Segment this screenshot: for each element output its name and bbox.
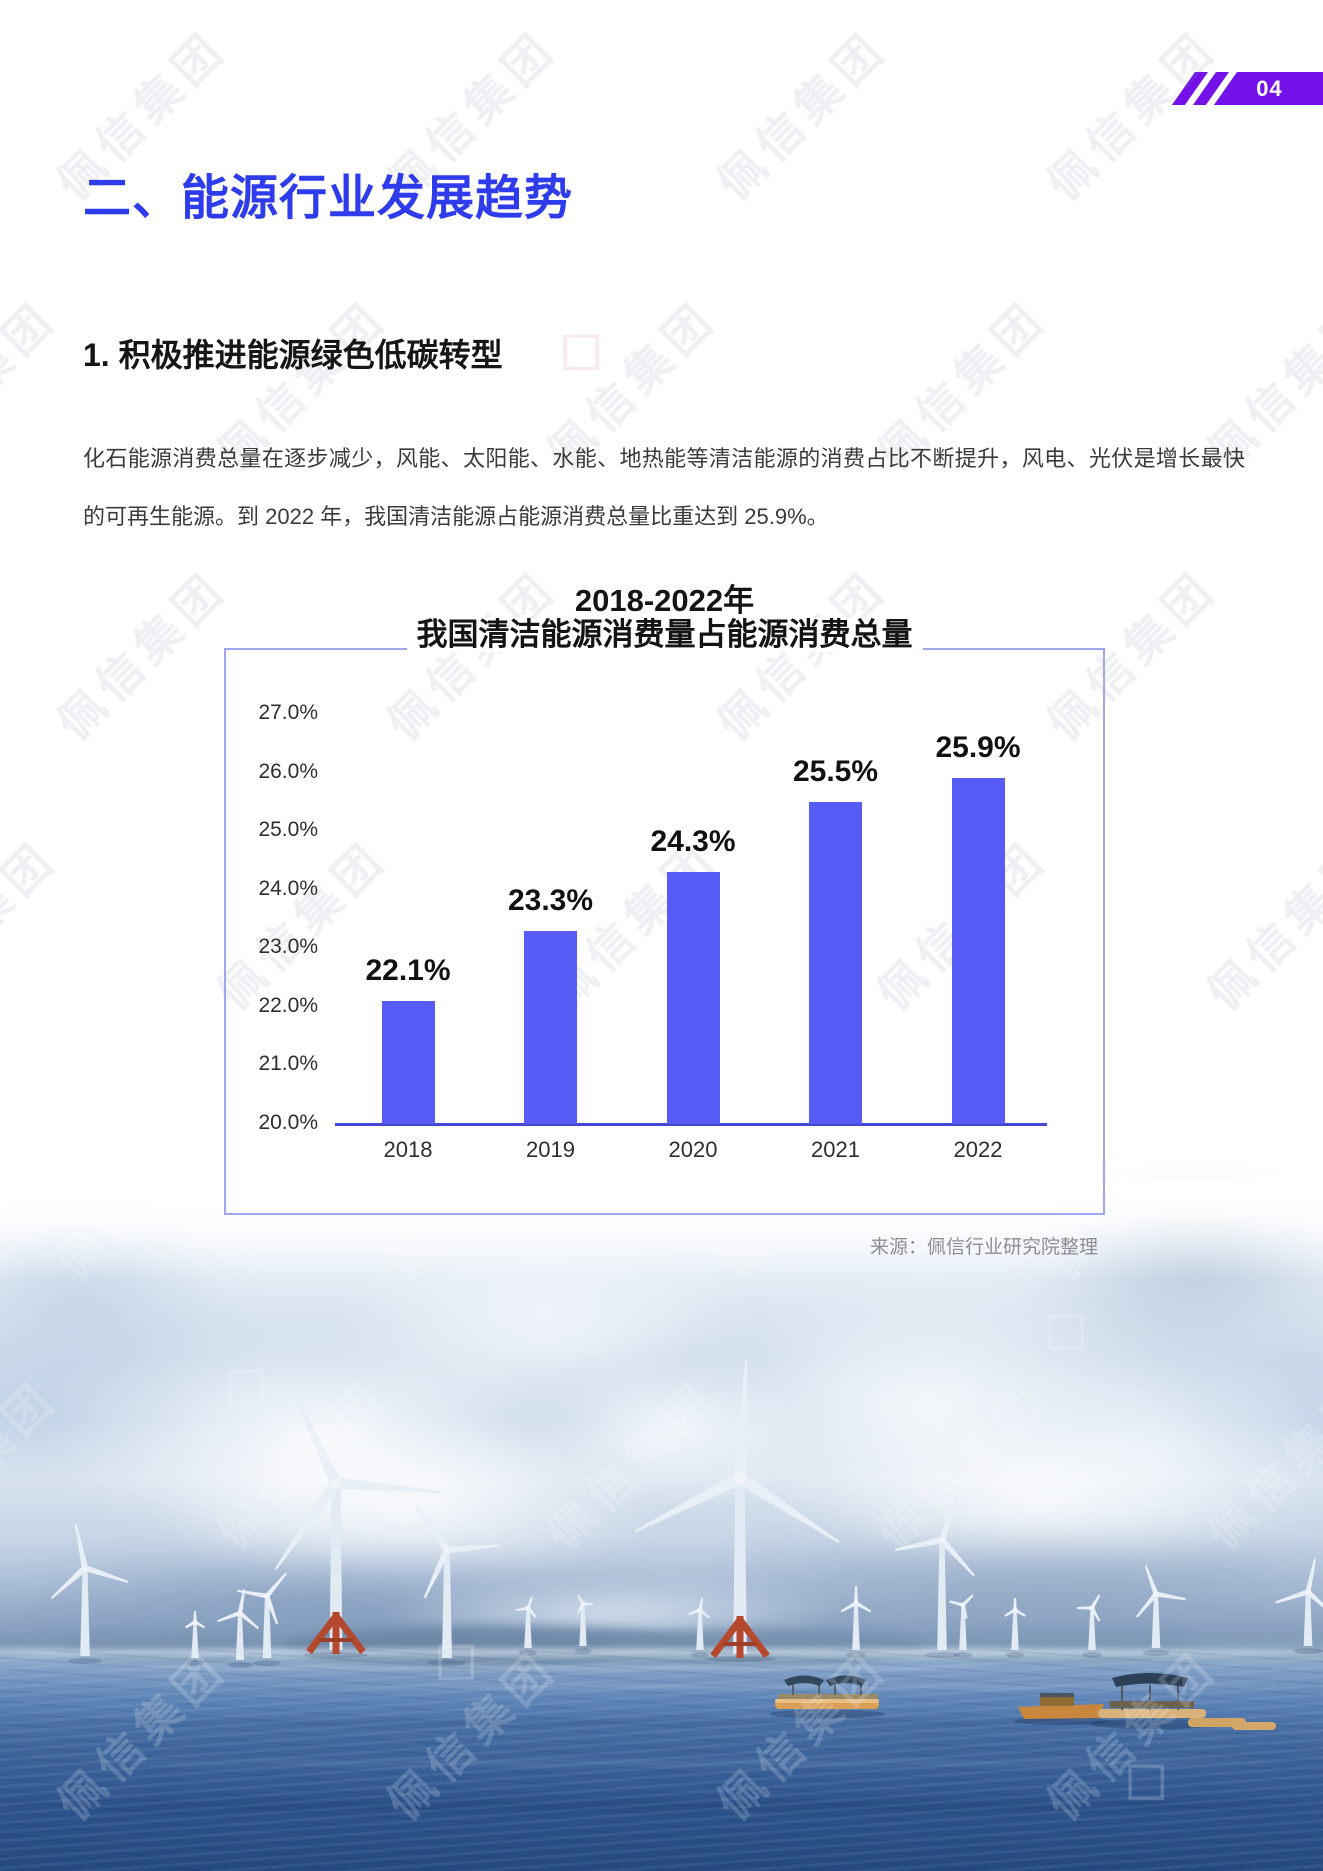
- watermark: 佩信集团: [707, 20, 897, 210]
- y-tick-label: 27.0%: [258, 701, 318, 724]
- chart-bar: [951, 778, 1005, 1124]
- x-axis-line: [335, 1123, 1047, 1126]
- boat: [769, 1675, 885, 1719]
- watermark: 佩信集团: [1197, 830, 1323, 1020]
- section-subheading: 1. 积极推进能源绿色低碳转型: [83, 337, 503, 373]
- distant-hill: [600, 1630, 930, 1664]
- chart-title: 2018-2022年 我国清洁能源消费量占能源消费总量: [226, 584, 1103, 652]
- bar-value-label: 25.9%: [935, 731, 1021, 765]
- y-tick-label: 22.0%: [258, 993, 318, 1017]
- y-tick-label: 21.0%: [258, 1052, 318, 1076]
- sea-streak: [300, 1685, 1300, 1689]
- sea-streak: [0, 1802, 1323, 1810]
- x-tick-label: 2022: [953, 1137, 1003, 1162]
- y-tick-label: 23.0%: [258, 935, 318, 959]
- photo-top-fade: [0, 1180, 1323, 1280]
- watermark: 佩信集团: [0, 830, 67, 1020]
- sea-streak: [80, 1760, 1280, 1766]
- section-heading: 二、能源行业发展趋势: [83, 172, 574, 225]
- chart-title-line-2: 我国清洁能源消费量占能源消费总量: [406, 618, 923, 652]
- x-tick-label: 2019: [526, 1137, 575, 1162]
- sea-streak: [100, 1666, 1000, 1670]
- y-tick-label: 25.0%: [258, 818, 318, 842]
- y-tick-label: 24.0%: [258, 876, 318, 900]
- watermark: 佩信集团: [1037, 20, 1227, 210]
- watermark-logo-icon: ◇: [532, 304, 622, 393]
- x-tick-label: 2020: [668, 1137, 718, 1162]
- x-tick-label: 2018: [383, 1137, 433, 1162]
- watermark: 佩信集团: [47, 560, 237, 750]
- watermark: 佩信集团: [0, 290, 67, 480]
- bar-value-label: 25.5%: [792, 754, 879, 788]
- bar-value-label: 22.1%: [365, 954, 451, 987]
- page-number-badge: 04: [1213, 72, 1323, 105]
- wind-turbines-graphic: [50, 1360, 1323, 1730]
- chart-bar: [809, 801, 862, 1124]
- body-paragraph: 化石能源消费总量在逐步减少，风能、太阳能、水能、地热能等清洁能源的消费占比不断提…: [83, 446, 1245, 529]
- page-number: 04: [1256, 76, 1283, 101]
- bar-value-label: 23.3%: [507, 883, 594, 917]
- x-tick-label: 2021: [811, 1137, 860, 1162]
- sea-texture: [0, 1650, 1323, 1871]
- bar-value-label: 24.3%: [650, 825, 736, 859]
- chart-bar: [524, 930, 577, 1124]
- wind-farm-photo: [0, 1180, 1323, 1871]
- boat: [1014, 1693, 1110, 1725]
- sea-streak: [0, 1648, 1323, 1657]
- chart: 2018-2022年 我国清洁能源消费量占能源消费总量 27.0% 26.0% 25…: [224, 584, 1105, 1215]
- chart-bar: [381, 1001, 435, 1124]
- chart-bar: [666, 872, 720, 1124]
- y-tick-label: 20.0%: [258, 1111, 318, 1134]
- sea-streak: [0, 1720, 1323, 1726]
- chart-title-line-1: 2018-2022年: [564, 584, 765, 618]
- y-tick-label: 26.0%: [258, 759, 318, 783]
- cloud: [520, 1360, 820, 1500]
- source-note: 来源：佩信行业研究院整理: [869, 1237, 1098, 1258]
- boat: [1090, 1673, 1276, 1730]
